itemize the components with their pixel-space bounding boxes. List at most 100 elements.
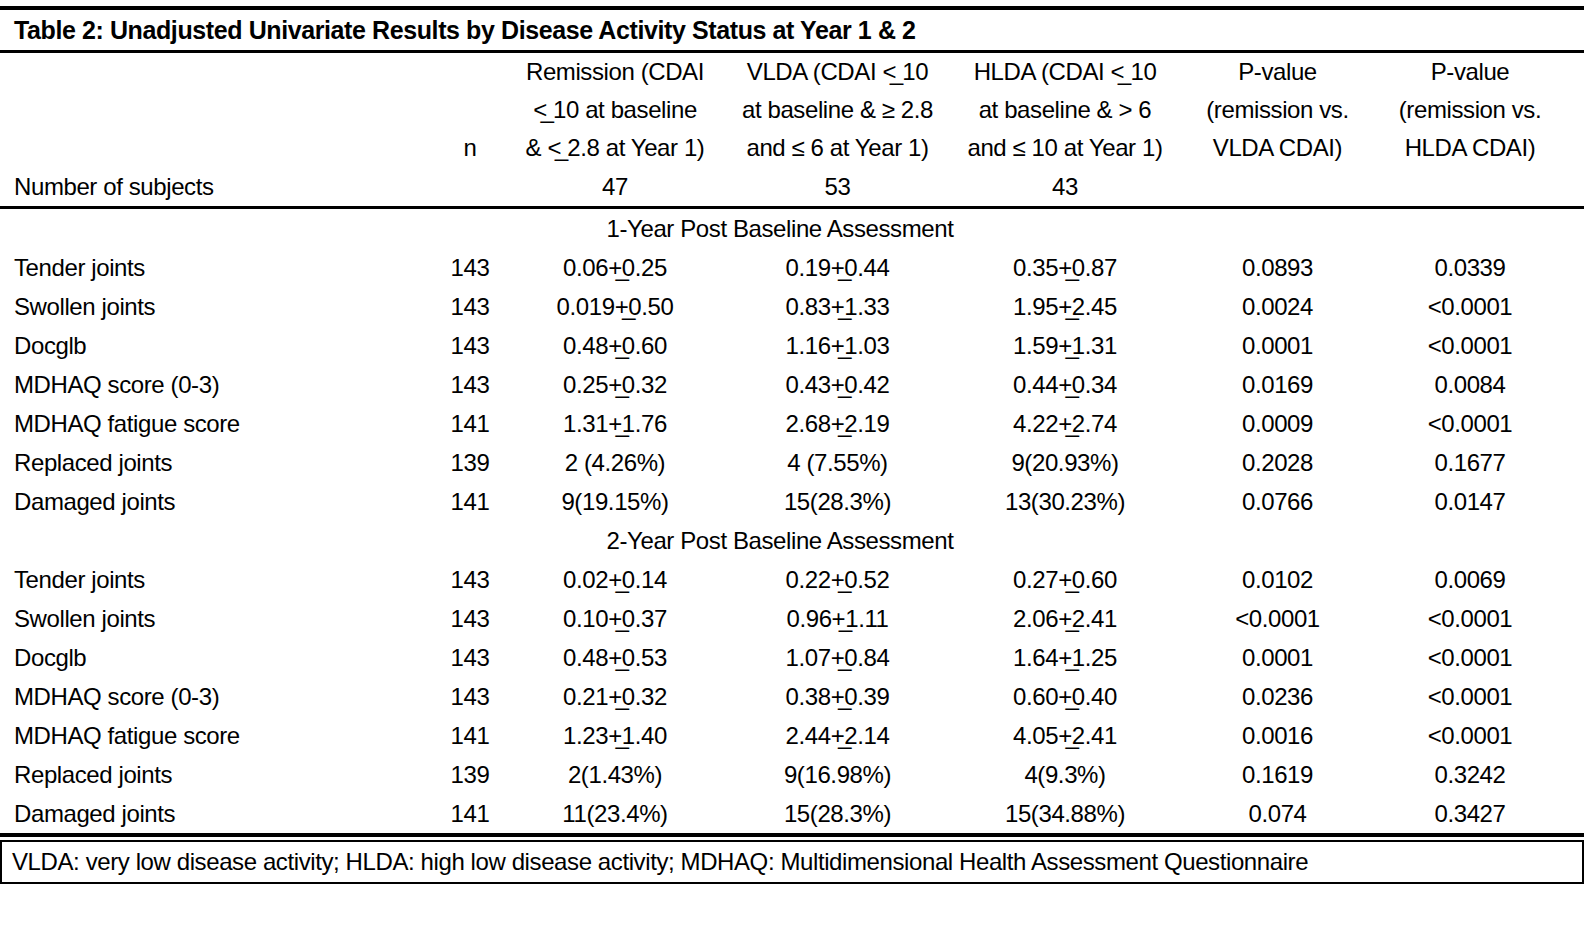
remission-value: 0.02+̲0.14 [510,560,720,599]
n-value: 141 [430,404,510,443]
remission-value: 0.48+̲0.60 [510,326,720,365]
hlda-value: 15(34.88%) [955,794,1175,835]
vlda-value: 0.19+̲0.44 [720,248,955,287]
hlda-value: 1.95+̲2.45 [955,287,1175,326]
remission-value: 2 (4.26%) [510,443,720,482]
vlda-value: 9(16.98%) [720,755,955,794]
col-header-label [0,53,430,167]
vlda-value: 0.83+̲1.33 [720,287,955,326]
p-value-vlda: 0.0009 [1175,404,1380,443]
hlda-value: 4.05+̲2.41 [955,716,1175,755]
subjects-remission-count: 47 [510,167,720,208]
n-value: 141 [430,794,510,835]
p-value-hlda: 0.3242 [1380,755,1584,794]
p-value-vlda: 0.0893 [1175,248,1380,287]
p-value-hlda: <0.0001 [1380,677,1584,716]
vlda-value: 0.96+̲1.11 [720,599,955,638]
hlda-value: 0.44+̲0.34 [955,365,1175,404]
row-label: Replaced joints [0,755,430,794]
page: Table 2: Unadjusted Univariate Results b… [0,6,1584,936]
p-value-hlda: 0.0147 [1380,482,1584,521]
remission-value: 0.48+̲0.53 [510,638,720,677]
n-value: 139 [430,755,510,794]
n-value: 143 [430,677,510,716]
remission-value: 1.31+̲1.76 [510,404,720,443]
hlda-value: 1.59+̲1.31 [955,326,1175,365]
results-table: nRemission (CDAI <̲ 10 at baseline & <̲ … [0,53,1584,837]
hlda-value: 0.35+̲0.87 [955,248,1175,287]
vlda-value: 15(28.3%) [720,794,955,835]
p-value-vlda: 0.2028 [1175,443,1380,482]
n-value: 143 [430,560,510,599]
n-value: 139 [430,443,510,482]
row-label: Damaged joints [0,794,430,835]
n-value: 143 [430,287,510,326]
hlda-value: 1.64+̲1.25 [955,638,1175,677]
row-label: Damaged joints [0,482,430,521]
vlda-value: 0.22+̲0.52 [720,560,955,599]
col-header-n: n [430,53,510,167]
p-value-hlda: <0.0001 [1380,404,1584,443]
col-header-p-hlda: P-value (remission vs. HLDA CDAI) [1380,53,1584,167]
p-value-hlda: <0.0001 [1380,599,1584,638]
row-label: MDHAQ score (0-3) [0,677,430,716]
vlda-value: 1.16+̲1.03 [720,326,955,365]
n-value: 143 [430,599,510,638]
n-value: 143 [430,365,510,404]
row-label: MDHAQ fatigue score [0,716,430,755]
section-heading-row: 2-Year Post Baseline Assessment [0,521,1584,560]
hlda-value: 4(9.3%) [955,755,1175,794]
vlda-value: 0.43+̲0.42 [720,365,955,404]
vlda-value: 1.07+̲0.84 [720,638,955,677]
data-row: Damaged joints14111(23.4%)15(28.3%)15(34… [0,794,1584,835]
section-heading: 2-Year Post Baseline Assessment [0,521,1584,560]
vlda-value: 2.44+̲2.14 [720,716,955,755]
p-value-hlda: <0.0001 [1380,638,1584,677]
section-heading-row: 1-Year Post Baseline Assessment [0,208,1584,249]
data-row: Swollen joints1430.019+̲0.500.83+̲1.331.… [0,287,1584,326]
remission-value: 1.23+̲1.40 [510,716,720,755]
data-row: MDHAQ fatigue score1411.31+̲1.762.68+̲2.… [0,404,1584,443]
p-value-vlda: 0.0016 [1175,716,1380,755]
data-row: MDHAQ score (0-3)1430.21+̲0.320.38+̲0.39… [0,677,1584,716]
header-row: nRemission (CDAI <̲ 10 at baseline & <̲ … [0,53,1584,167]
p-value-hlda: <0.0001 [1380,716,1584,755]
p-value-vlda: 0.0766 [1175,482,1380,521]
data-row: Docglb1430.48+̲0.601.16+̲1.031.59+̲1.310… [0,326,1584,365]
p-value-vlda: 0.0001 [1175,326,1380,365]
table-title: Table 2: Unadjusted Univariate Results b… [0,6,1584,53]
data-row: Docglb1430.48+̲0.531.07+̲0.841.64+̲1.250… [0,638,1584,677]
data-row: Tender joints1430.06+̲0.250.19+̲0.440.35… [0,248,1584,287]
vlda-value: 0.38+̲0.39 [720,677,955,716]
subjects-vlda-count: 53 [720,167,955,208]
row-label: Swollen joints [0,599,430,638]
vlda-value: 2.68+̲2.19 [720,404,955,443]
table-body: Number of subjects4753431-Year Post Base… [0,167,1584,835]
remission-value: 0.06+̲0.25 [510,248,720,287]
section-heading: 1-Year Post Baseline Assessment [0,208,1584,249]
footnote: VLDA: very low disease activity; HLDA: h… [0,840,1584,884]
p-value-vlda: 0.1619 [1175,755,1380,794]
p-value-vlda: <0.0001 [1175,599,1380,638]
n-value: 141 [430,716,510,755]
p-value-hlda: 0.1677 [1380,443,1584,482]
vlda-value: 4 (7.55%) [720,443,955,482]
row-label: MDHAQ score (0-3) [0,365,430,404]
row-label: Tender joints [0,560,430,599]
p-value-hlda: 0.0339 [1380,248,1584,287]
p-value-vlda: 0.074 [1175,794,1380,835]
n-value: 143 [430,248,510,287]
remission-value: 0.019+̲0.50 [510,287,720,326]
subjects-row: Number of subjects475343 [0,167,1584,208]
remission-value: 0.10+̲0.37 [510,599,720,638]
subjects-label: Number of subjects [0,167,430,208]
data-row: Tender joints1430.02+̲0.140.22+̲0.520.27… [0,560,1584,599]
remission-value: 0.21+̲0.32 [510,677,720,716]
p-value-vlda: 0.0169 [1175,365,1380,404]
col-header-hlda: HLDA (CDAI <̲ 10 at baseline & > 6 and ≤… [955,53,1175,167]
n-value: 141 [430,482,510,521]
hlda-value: 9(20.93%) [955,443,1175,482]
data-row: MDHAQ fatigue score1411.23+̲1.402.44+̲2.… [0,716,1584,755]
remission-value: 0.25+̲0.32 [510,365,720,404]
vlda-value: 15(28.3%) [720,482,955,521]
